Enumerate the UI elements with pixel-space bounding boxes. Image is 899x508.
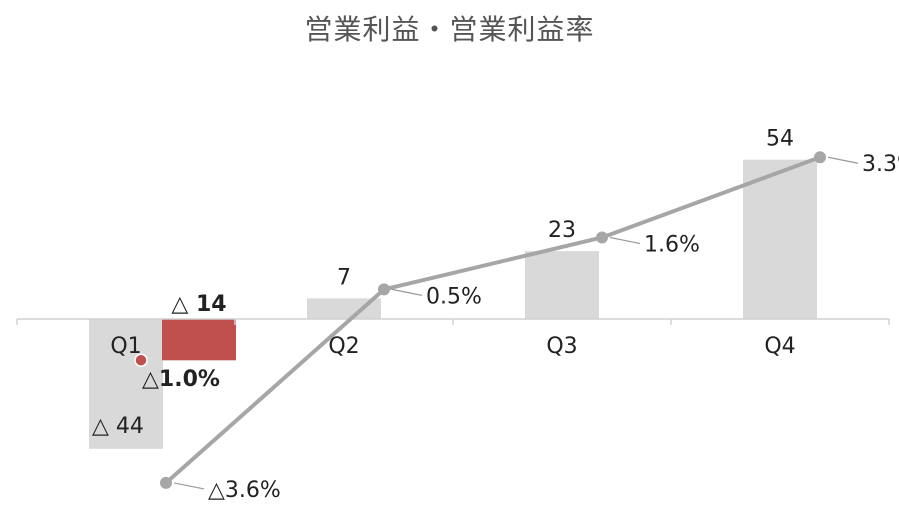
bar-q1 [89, 319, 163, 449]
bar-value-label: △ 44 [92, 414, 144, 439]
leader-line [827, 156, 859, 164]
x-tick-label: Q1 [110, 334, 141, 359]
highlight-bar-label: △ 14 [171, 292, 226, 317]
margin-point [596, 231, 608, 244]
highlight-point-label: △1.0% [142, 367, 220, 392]
bar-value-label: 54 [766, 127, 794, 152]
bar-value-label: 7 [337, 265, 351, 290]
margin-label: 3.3% [862, 152, 899, 177]
margin-point [160, 476, 172, 489]
highlight-point [134, 353, 148, 367]
leader-line [609, 236, 641, 245]
bar-q2 [307, 298, 381, 319]
margin-label: 1.6% [644, 232, 700, 257]
margin-point [378, 283, 390, 296]
bar-q3 [525, 251, 599, 319]
x-tick-label: Q2 [328, 334, 359, 359]
margin-point [814, 151, 826, 164]
leader-line [173, 482, 205, 490]
chart-title: 営業利益・営業利益率 [304, 13, 595, 46]
margin-label: △3.6% [208, 478, 281, 503]
x-tick-label: Q3 [546, 334, 577, 359]
bar-q4 [743, 159, 817, 319]
bar-value-label: 23 [548, 218, 576, 243]
margin-line [164, 155, 822, 485]
highlight-bar-q1 [162, 319, 236, 361]
margin-label: 0.5% [426, 284, 482, 309]
x-tick-label: Q4 [764, 334, 795, 359]
leader-line [391, 288, 423, 296]
